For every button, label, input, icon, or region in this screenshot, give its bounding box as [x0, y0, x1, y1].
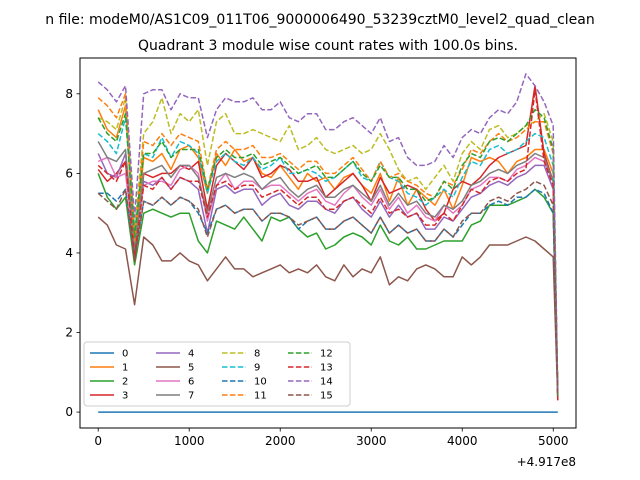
series-line-14 — [97, 73, 559, 393]
series-line-1 — [97, 104, 559, 397]
legend-label: 10 — [254, 377, 267, 388]
series-line-11 — [97, 93, 559, 397]
x-tick-label: 5000 — [538, 434, 569, 448]
legend-label: 15 — [320, 391, 333, 402]
series-line-12 — [97, 108, 559, 397]
x-axis-ticks: 0 1000 2000 3000 4000 5000 — [94, 428, 569, 448]
legend-label: 8 — [254, 349, 260, 360]
figure-suptitle: n file: modeM0/AS1C09_011T06_9000006490_… — [45, 12, 594, 28]
x-tick-label: 2000 — [265, 434, 296, 448]
series-line-6 — [97, 156, 559, 401]
y-axis-ticks: 0 2 4 6 8 — [65, 87, 80, 419]
legend-label: 1 — [122, 363, 128, 374]
legend-label: 2 — [122, 377, 128, 388]
y-tick-label: 8 — [65, 87, 73, 101]
x-tick-label: 4000 — [447, 434, 478, 448]
series-line-5 — [97, 216, 559, 401]
x-tick-label: 3000 — [356, 434, 387, 448]
legend-box — [83, 341, 351, 407]
series-line-2 — [97, 173, 559, 397]
series-lines — [97, 73, 559, 413]
y-tick-label: 4 — [65, 246, 73, 260]
chart-title: Quadrant 3 module wise count rates with … — [138, 38, 518, 54]
x-axis-offset-label: +4.917e8 — [517, 455, 576, 469]
legend-label: 6 — [188, 377, 194, 388]
legend-label: 9 — [254, 363, 260, 374]
legend-label: 3 — [122, 391, 128, 402]
series-line-13 — [97, 89, 559, 401]
series-line-9 — [97, 116, 559, 397]
legend-label: 7 — [188, 391, 194, 402]
plot-frame — [79, 57, 577, 429]
legend-label: 13 — [320, 363, 333, 374]
legend-label: 4 — [188, 349, 194, 360]
series-line-7 — [97, 141, 559, 397]
series-line-15 — [97, 180, 559, 397]
y-tick-label: 6 — [65, 166, 73, 180]
legend-label: 12 — [320, 349, 333, 360]
x-tick-label: 1000 — [174, 434, 205, 448]
series-line-3 — [97, 85, 559, 401]
x-tick-label: 0 — [94, 434, 102, 448]
legend-label: 14 — [320, 377, 333, 388]
legend-label: 0 — [122, 349, 128, 360]
y-tick-label: 0 — [65, 405, 73, 419]
legend-label: 5 — [188, 363, 194, 374]
y-tick-label: 2 — [65, 326, 73, 340]
legend-label: 11 — [254, 391, 267, 402]
plot-area: 0 1000 2000 3000 4000 5000 0 2 4 6 8 +4.917e8 — [65, 57, 577, 469]
